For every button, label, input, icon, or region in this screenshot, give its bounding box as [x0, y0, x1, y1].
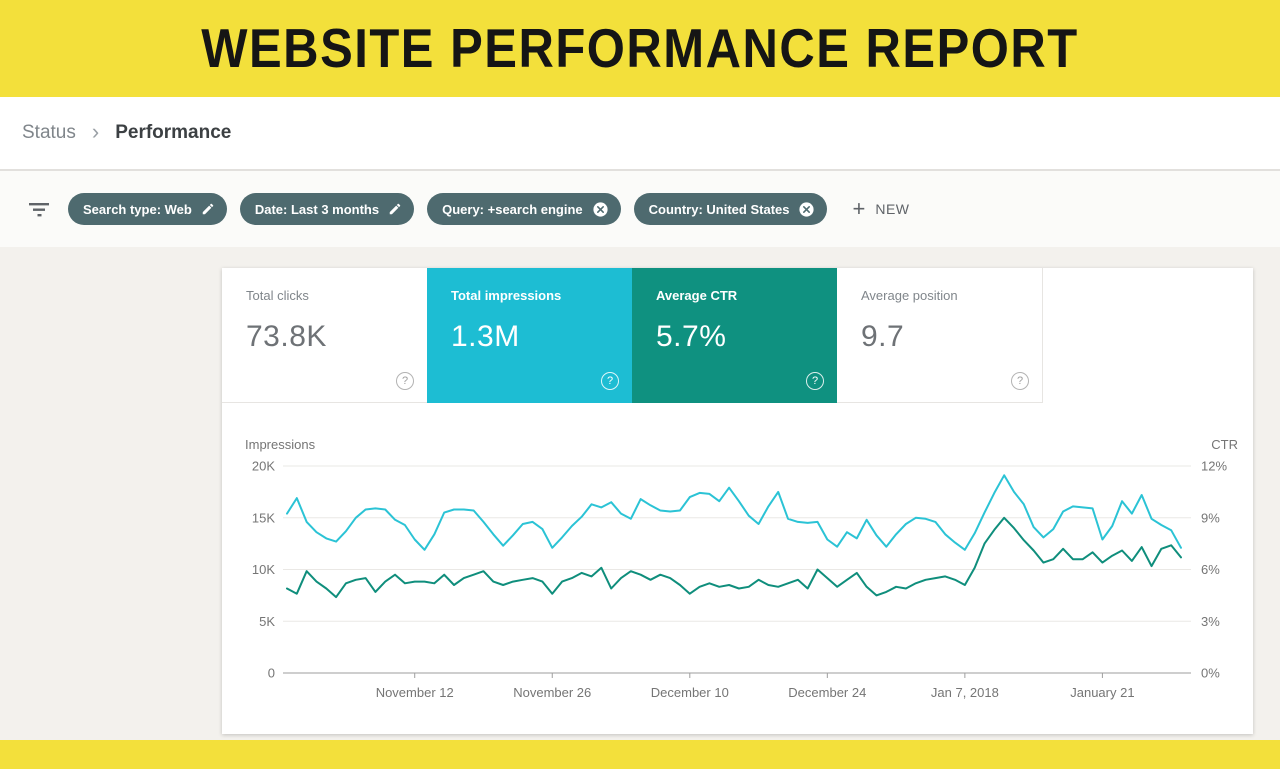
- filter-chip-label: Search type: Web: [83, 201, 192, 217]
- chevron-right-icon: ›: [91, 118, 100, 144]
- breadcrumb: Status › Performance: [0, 97, 1280, 171]
- metric-value: 1.3M: [451, 320, 520, 353]
- report-banner: WEBSITE PERFORMANCE REPORT: [0, 0, 1280, 97]
- filter-icon[interactable]: [28, 201, 50, 217]
- svg-text:January 21: January 21: [1070, 685, 1134, 700]
- svg-text:CTR: CTR: [1211, 437, 1238, 452]
- svg-text:10K: 10K: [252, 562, 275, 577]
- metric-label: Average CTR: [656, 288, 738, 303]
- filter-chip-country[interactable]: Country: United States: [633, 193, 828, 225]
- metric-value: 5.7%: [656, 320, 727, 353]
- tiles-filler: [1043, 268, 1253, 403]
- performance-chart: 0 0% 5K 3% 10K 6% 15K 9% 20K 12% Impressions CTR Nov…: [222, 403, 1253, 734]
- svg-text:November 26: November 26: [513, 685, 591, 700]
- footer-banner: [0, 740, 1280, 769]
- edit-icon[interactable]: [201, 202, 215, 216]
- svg-text:December 10: December 10: [651, 685, 729, 700]
- help-icon[interactable]: ?: [396, 372, 414, 390]
- filter-chip-label: Date: Last 3 months: [254, 201, 380, 217]
- help-icon[interactable]: ?: [806, 372, 824, 390]
- svg-text:20K: 20K: [252, 459, 275, 474]
- filter-chip-date[interactable]: Date: Last 3 months: [239, 193, 415, 225]
- filter-chip-search-type[interactable]: Search type: Web: [68, 193, 227, 225]
- remove-filter-icon[interactable]: [798, 201, 815, 218]
- metric-value: 9.7: [861, 320, 905, 353]
- metric-tile-total-clicks[interactable]: Total clicks 73.8K ?: [222, 268, 427, 403]
- breadcrumb-current-page: Performance: [115, 122, 232, 143]
- metric-label: Total impressions: [451, 288, 562, 303]
- metric-tiles: Total clicks 73.8K ? Total impressions 1…: [222, 268, 1253, 403]
- svg-text:0%: 0%: [1201, 666, 1220, 681]
- svg-text:12%: 12%: [1201, 459, 1227, 474]
- metric-tile-average-ctr[interactable]: Average CTR 5.7% ?: [632, 268, 837, 403]
- svg-text:6%: 6%: [1201, 562, 1220, 577]
- svg-text:9%: 9%: [1201, 510, 1220, 525]
- svg-text:5K: 5K: [259, 614, 275, 629]
- help-icon[interactable]: ?: [601, 372, 619, 390]
- help-icon[interactable]: ?: [1011, 372, 1029, 390]
- svg-text:Impressions: Impressions: [245, 437, 316, 452]
- filter-chip-query[interactable]: Query: +search engine: [427, 193, 621, 225]
- breadcrumb-status-link[interactable]: Status: [22, 122, 76, 143]
- metric-value: 73.8K: [246, 320, 327, 353]
- report-title: WEBSITE PERFORMANCE REPORT: [201, 18, 1079, 79]
- edit-icon[interactable]: [388, 202, 402, 216]
- plus-icon: +: [852, 196, 866, 221]
- new-filter-button[interactable]: + NEW: [852, 198, 909, 220]
- metric-label: Total clicks: [246, 288, 309, 303]
- svg-text:Jan 7, 2018: Jan 7, 2018: [931, 685, 999, 700]
- line-chart[interactable]: 0 0% 5K 3% 10K 6% 15K 9% 20K 12% Impressions CTR Nov…: [222, 433, 1253, 705]
- filter-chip-label: Query: +search engine: [442, 201, 583, 217]
- svg-text:0: 0: [268, 666, 275, 681]
- svg-text:November 12: November 12: [376, 685, 454, 700]
- performance-card: Total clicks 73.8K ? Total impressions 1…: [222, 268, 1253, 734]
- svg-text:3%: 3%: [1201, 614, 1220, 629]
- svg-text:15K: 15K: [252, 510, 275, 525]
- remove-filter-icon[interactable]: [592, 201, 609, 218]
- filter-bar: Search type: Web Date: Last 3 months Que…: [0, 171, 1280, 247]
- filter-chip-label: Country: United States: [648, 201, 790, 217]
- metric-tile-average-position[interactable]: Average position 9.7 ?: [837, 268, 1042, 403]
- new-filter-label: NEW: [875, 201, 910, 217]
- svg-text:December 24: December 24: [788, 685, 866, 700]
- main-content: Total clicks 73.8K ? Total impressions 1…: [0, 247, 1280, 740]
- metric-label: Average position: [861, 288, 958, 303]
- metric-tile-total-impressions[interactable]: Total impressions 1.3M ?: [427, 268, 632, 403]
